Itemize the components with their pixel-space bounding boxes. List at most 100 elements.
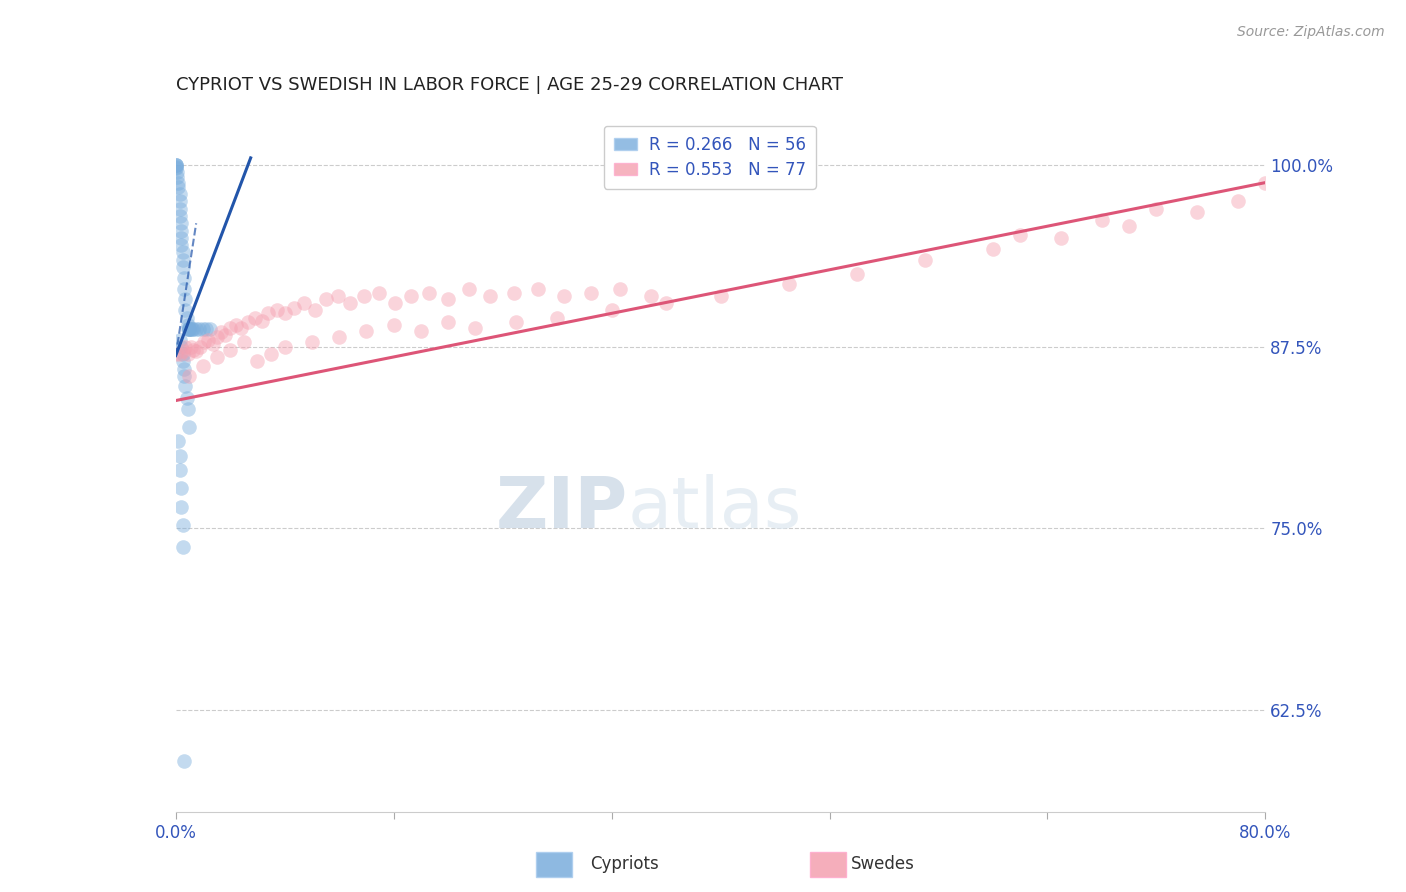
Text: Swedes: Swedes xyxy=(851,855,914,873)
Point xyxy=(173,282,195,296)
Point xyxy=(401,289,423,303)
Point xyxy=(553,289,575,303)
Point xyxy=(266,303,288,318)
Point xyxy=(527,282,550,296)
Point xyxy=(304,303,326,318)
Point xyxy=(176,391,198,405)
Point xyxy=(609,282,631,296)
Point xyxy=(193,335,215,350)
Point xyxy=(225,318,247,332)
Point xyxy=(367,285,389,300)
Point xyxy=(172,344,194,359)
Point xyxy=(174,340,197,354)
Point xyxy=(479,289,502,303)
Point xyxy=(169,333,191,347)
Point xyxy=(457,282,479,296)
Point xyxy=(177,402,200,417)
Text: atlas: atlas xyxy=(628,475,803,543)
Point xyxy=(170,231,193,245)
Point xyxy=(778,277,800,292)
Point xyxy=(1227,194,1250,209)
Point xyxy=(179,368,201,383)
Point xyxy=(191,322,214,336)
Point xyxy=(236,315,259,329)
Point xyxy=(165,161,187,175)
Point xyxy=(191,359,214,373)
Point xyxy=(174,303,197,318)
Point xyxy=(437,315,460,329)
Point xyxy=(170,500,193,514)
Point xyxy=(579,285,602,300)
Point xyxy=(167,176,190,190)
Point xyxy=(174,292,197,306)
Point xyxy=(710,289,733,303)
Point xyxy=(250,313,273,327)
Point xyxy=(179,322,201,336)
Point xyxy=(183,322,205,336)
Point xyxy=(231,321,253,335)
Point xyxy=(169,347,191,361)
Point xyxy=(169,209,191,223)
Text: ZIP: ZIP xyxy=(496,475,628,543)
Point xyxy=(914,252,936,267)
Point xyxy=(167,434,190,449)
Point xyxy=(845,267,868,281)
Point xyxy=(166,169,188,184)
Point xyxy=(464,321,486,335)
Point xyxy=(981,243,1004,257)
Point xyxy=(173,361,195,376)
Point xyxy=(183,343,205,357)
Point xyxy=(1050,231,1073,245)
Point xyxy=(179,322,201,336)
Point xyxy=(180,340,202,354)
Point xyxy=(600,303,623,318)
Point xyxy=(1187,204,1209,219)
Point xyxy=(301,335,323,350)
Point xyxy=(655,296,678,310)
Point xyxy=(328,329,350,343)
Point xyxy=(409,324,432,338)
Point xyxy=(177,322,200,336)
Point xyxy=(170,238,193,252)
Point xyxy=(283,301,305,315)
Point xyxy=(172,252,194,267)
Point xyxy=(172,260,194,274)
Point xyxy=(172,541,194,555)
Point xyxy=(1144,202,1167,216)
Text: CYPRIOT VS SWEDISH IN LABOR FORCE | AGE 25-29 CORRELATION CHART: CYPRIOT VS SWEDISH IN LABOR FORCE | AGE … xyxy=(176,77,842,95)
Point xyxy=(243,310,266,325)
Point xyxy=(274,306,297,320)
Point xyxy=(179,419,201,434)
Point xyxy=(173,271,195,285)
Legend: R = 0.266   N = 56, R = 0.553   N = 77: R = 0.266 N = 56, R = 0.553 N = 77 xyxy=(603,126,815,188)
Point xyxy=(180,322,202,336)
Text: Cypriots: Cypriots xyxy=(591,855,659,873)
Point xyxy=(201,337,224,351)
Point xyxy=(353,289,375,303)
Point xyxy=(546,310,568,325)
Point xyxy=(179,322,201,336)
Point xyxy=(165,160,187,174)
Point xyxy=(246,354,269,368)
Point xyxy=(170,216,193,230)
Point xyxy=(165,158,187,172)
Point xyxy=(315,292,337,306)
Point xyxy=(194,322,217,336)
Point xyxy=(169,449,191,463)
Point xyxy=(257,306,280,320)
Point xyxy=(505,315,527,329)
Point xyxy=(339,296,361,310)
Point xyxy=(165,347,187,361)
Point xyxy=(167,180,190,194)
Point xyxy=(186,322,208,336)
Point xyxy=(292,296,315,310)
Point xyxy=(205,329,228,343)
Point xyxy=(173,754,195,768)
Point xyxy=(274,340,297,354)
Point xyxy=(170,481,193,495)
Point xyxy=(169,194,191,209)
Point xyxy=(382,318,405,332)
Point xyxy=(187,322,209,336)
Point xyxy=(173,368,195,383)
Point xyxy=(172,518,194,533)
